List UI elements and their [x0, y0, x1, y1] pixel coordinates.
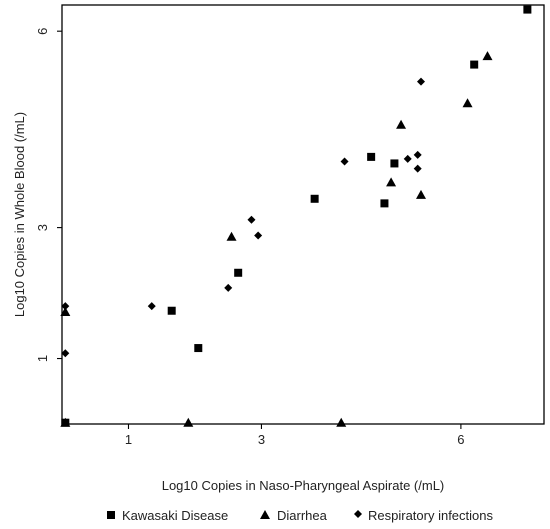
- x-tick-label: 6: [457, 432, 464, 447]
- data-point-triangle: [396, 119, 407, 129]
- legend: Kawasaki Disease Diarrhea Respiratory in…: [107, 508, 493, 523]
- legend-square-marker: [107, 511, 115, 519]
- data-point-diamond: [61, 349, 70, 358]
- data-point-triangle: [60, 417, 71, 427]
- data-points: [60, 5, 532, 427]
- legend-item-kawasaki: Kawasaki Disease: [107, 508, 228, 523]
- x-axis-label: Log10 Copies in Naso-Pharyngeal Aspirate…: [162, 478, 445, 493]
- data-point-square: [167, 306, 176, 315]
- y-tick-label: 1: [35, 355, 50, 362]
- data-point-diamond: [247, 215, 256, 224]
- data-point-triangle: [336, 417, 347, 427]
- y-axis-label: Log10 Copies in Whole Blood (/mL): [12, 112, 27, 317]
- data-point-triangle: [462, 98, 473, 108]
- data-point-triangle: [482, 51, 493, 61]
- y-tick-label: 3: [35, 224, 50, 231]
- plot-frame: [61, 4, 545, 425]
- data-point-diamond: [340, 157, 349, 166]
- data-point-diamond: [403, 154, 412, 163]
- legend-item-diarrhea: Diarrhea: [260, 508, 328, 523]
- data-point-triangle: [416, 189, 427, 199]
- axis-ticks: 1 3 6 1 3 6: [35, 28, 465, 447]
- data-point-square: [470, 60, 479, 69]
- data-point-diamond: [61, 302, 70, 311]
- x-tick-label: 3: [258, 432, 265, 447]
- legend-triangle-marker: [260, 510, 270, 519]
- data-point-triangle: [183, 417, 194, 427]
- data-point-square: [234, 268, 243, 277]
- data-point-diamond: [147, 302, 156, 311]
- data-point-square: [194, 344, 203, 353]
- data-point-triangle: [386, 177, 397, 187]
- data-point-triangle: [226, 231, 237, 241]
- data-point-square: [380, 199, 389, 208]
- data-point-square: [523, 5, 532, 14]
- legend-item-respiratory: Respiratory infections: [354, 508, 493, 523]
- data-point-diamond: [417, 77, 426, 86]
- data-point-square: [367, 152, 376, 161]
- data-point-diamond: [254, 231, 263, 240]
- data-point-square: [390, 159, 399, 168]
- data-point-diamond: [413, 164, 422, 173]
- x-tick-label: 1: [125, 432, 132, 447]
- data-point-square: [310, 194, 319, 203]
- legend-label-kawasaki: Kawasaki Disease: [122, 508, 228, 523]
- data-point-triangle: [60, 307, 71, 317]
- y-tick-label: 6: [35, 28, 50, 35]
- legend-label-respiratory: Respiratory infections: [368, 508, 493, 523]
- data-point-diamond: [413, 150, 422, 159]
- data-point-diamond: [224, 283, 233, 292]
- legend-diamond-marker: [354, 510, 362, 518]
- legend-label-diarrhea: Diarrhea: [277, 508, 328, 523]
